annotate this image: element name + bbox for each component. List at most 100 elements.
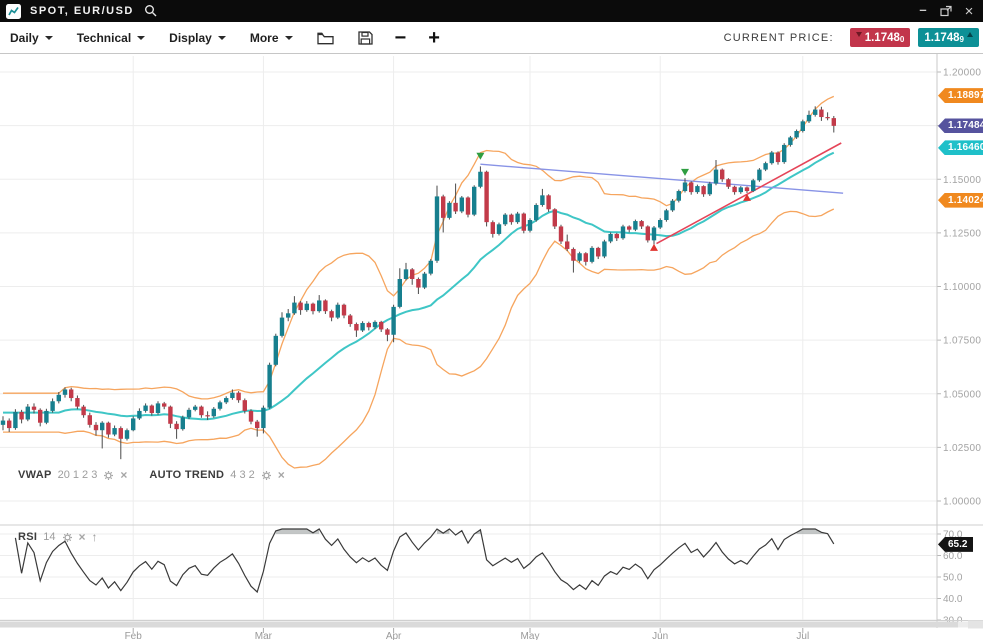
window-title: SPOT, EUR/USD: [30, 5, 134, 17]
rsi-value-badge: 65.2: [938, 536, 974, 552]
candle: [0, 420, 6, 425]
app-logo-icon: [6, 3, 21, 19]
candle: [31, 406, 37, 410]
rsi-overbought-fill: [796, 529, 828, 534]
candle: [806, 114, 812, 122]
sell-marker: [476, 152, 485, 160]
display-menu[interactable]: Display: [169, 31, 226, 45]
minimize-button[interactable]: –: [919, 1, 927, 17]
candle: [447, 202, 452, 218]
search-icon[interactable]: [144, 4, 158, 18]
candle: [627, 226, 632, 230]
candle: [292, 302, 297, 314]
auto-trend-resistance: [480, 163, 844, 194]
candle: [124, 430, 130, 439]
candle: [782, 144, 787, 163]
current-price-label: CURRENT PRICE:: [723, 31, 834, 44]
candle: [577, 253, 582, 261]
sell-marker: [681, 168, 689, 176]
candle: [552, 209, 557, 227]
candle: [379, 321, 384, 330]
ask-price-badge: 1.1748 9: [918, 28, 979, 47]
candle: [87, 415, 92, 425]
candle: [217, 402, 223, 409]
chart-canvas[interactable]: 1.200001.175001.150001.125001.100001.075…: [0, 54, 983, 640]
candle: [732, 186, 737, 193]
candle: [651, 227, 657, 241]
candle: [769, 152, 774, 164]
window-controls: – ×: [915, 1, 977, 21]
candle: [422, 273, 427, 288]
candle: [695, 186, 700, 193]
scrollbar-thumb[interactable]: [0, 621, 958, 628]
vwap-value-badge: 1.16460: [938, 140, 983, 156]
gear-icon[interactable]: [103, 470, 114, 481]
candle: [385, 329, 390, 335]
candle: [248, 410, 254, 422]
move-pane-up-icon[interactable]: ↑: [91, 530, 98, 544]
candle: [633, 221, 638, 230]
restore-button[interactable]: [938, 3, 954, 19]
svg-text:1.02500: 1.02500: [943, 443, 981, 454]
candle: [149, 405, 154, 414]
gear-icon[interactable]: [62, 532, 73, 543]
candle: [682, 182, 688, 192]
candle: [521, 213, 526, 231]
candle: [50, 401, 55, 411]
candle: [403, 269, 409, 279]
candle: [465, 197, 471, 215]
zoom-out-button[interactable]: −: [394, 26, 407, 49]
candle: [106, 422, 111, 435]
candle: [726, 179, 731, 187]
candle: [354, 324, 359, 331]
candle: [69, 389, 74, 399]
svg-text:1.15000: 1.15000: [943, 175, 981, 186]
candle: [286, 313, 291, 318]
titlebar: SPOT, EUR/USD – ×: [0, 0, 983, 22]
candle: [93, 424, 99, 431]
candle: [273, 335, 278, 365]
candle: [335, 304, 340, 318]
candle: [193, 406, 198, 410]
candle: [13, 411, 18, 429]
auto-trend-label: AUTO TREND: [149, 469, 225, 481]
close-icon[interactable]: ×: [78, 530, 86, 544]
open-folder-icon[interactable]: [316, 31, 334, 45]
candle: [131, 418, 136, 431]
candle: [180, 417, 185, 430]
arrow-up-icon: [967, 32, 973, 37]
candle: [186, 409, 192, 418]
candle: [391, 306, 396, 335]
close-icon[interactable]: ×: [120, 468, 128, 482]
technical-menu[interactable]: Technical: [77, 31, 146, 45]
candle: [410, 269, 415, 279]
candle: [341, 304, 347, 316]
svg-text:1.20000: 1.20000: [943, 68, 981, 79]
rsi-line: [14, 528, 835, 594]
candle: [211, 408, 216, 417]
candle: [583, 253, 588, 262]
rsi-legend: RSI 14 × ↑: [18, 530, 98, 544]
save-icon[interactable]: [357, 30, 373, 45]
candle: [602, 241, 607, 257]
rsi-label: RSI: [18, 531, 38, 543]
close-icon[interactable]: ×: [277, 468, 285, 482]
candle: [75, 398, 80, 407]
candle: [763, 163, 768, 170]
current-price-cluster: CURRENT PRICE: 1.1748 0 1.1748 9: [724, 28, 979, 47]
svg-text:50.0: 50.0: [943, 573, 963, 584]
candle: [546, 195, 551, 210]
close-icon[interactable]: ×: [964, 2, 974, 20]
candle: [118, 428, 123, 439]
gear-icon[interactable]: [261, 470, 272, 481]
candle: [372, 321, 378, 328]
more-menu[interactable]: More: [250, 31, 293, 45]
candle: [478, 171, 483, 187]
candle: [255, 421, 260, 429]
candle: [323, 300, 328, 312]
bollinger-upper-line: [3, 95, 835, 400]
candle: [527, 220, 533, 231]
candle: [261, 407, 266, 429]
zoom-in-button[interactable]: +: [428, 26, 440, 49]
timeframe-menu[interactable]: Daily: [10, 31, 53, 45]
